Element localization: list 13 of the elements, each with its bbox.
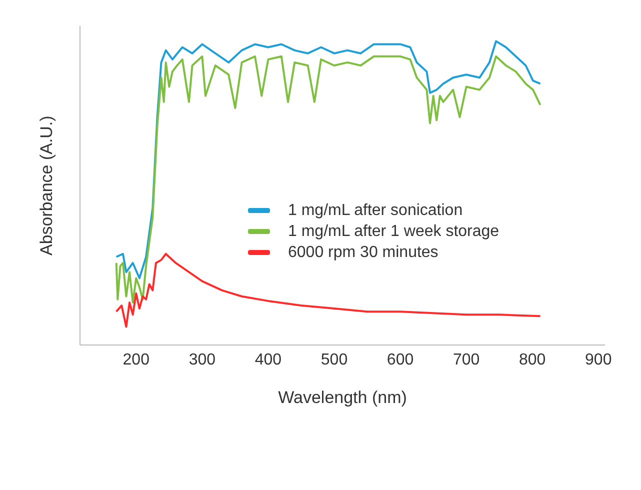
x-tick-label: 500 [320,351,348,368]
x-tick-label: 200 [122,351,150,368]
legend-label: 1 mg/mL after sonication [288,202,463,220]
x-tick-label: 300 [188,351,216,368]
legend-label: 1 mg/mL after 1 week storage [288,222,500,240]
x-tick-label: 600 [386,351,414,368]
x-tick-label: 700 [452,351,480,368]
x-axis-title: Wavelength (nm) [278,388,407,407]
x-tick-label: 900 [585,351,612,368]
legend-label: 6000 rpm 30 minutes [288,244,438,262]
x-tick-label: 800 [519,351,546,368]
x-tick-label: 400 [254,351,282,368]
y-axis-title: Absorbance (A.U.) [37,116,56,256]
